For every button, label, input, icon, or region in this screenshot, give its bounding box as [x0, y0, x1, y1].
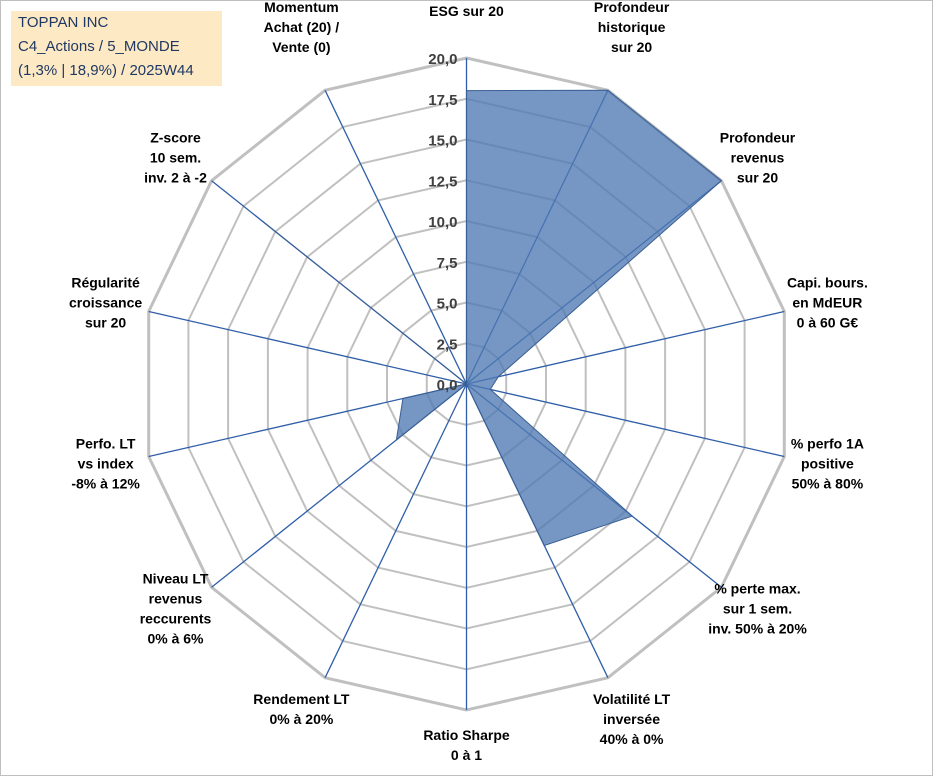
- category-label-line: sur 20: [737, 169, 778, 185]
- category-label-line: inv. 50% à 20%: [708, 621, 807, 637]
- category-label-line: 0 à 1: [451, 747, 482, 763]
- tick-label: 0,0: [437, 377, 458, 394]
- info-box-category: C4_Actions / 5_MONDE: [18, 38, 180, 55]
- category-label: NoteESG sur 20: [429, 0, 504, 19]
- series-area: [262, 89, 723, 547]
- category-label-line: 0 à 60 G€: [797, 314, 859, 330]
- info-box-period: (1,3% | 18,9%) / 2025W44: [18, 62, 194, 79]
- category-label-line: inv. 2 à -2: [144, 169, 207, 185]
- radar-series: [262, 89, 723, 547]
- category-label-line: revenus: [731, 149, 785, 165]
- category-label-line: ESG sur 20: [429, 3, 504, 19]
- category-label-line: 50% à 80%: [792, 476, 864, 492]
- category-label-line: Ratio Sharpe: [423, 727, 510, 743]
- category-label-line: Régularité: [71, 274, 140, 290]
- category-label-line: sur 20: [611, 39, 652, 55]
- category-label-line: positive: [801, 456, 854, 472]
- category-label: Ratio Sharpe 0 à 1: [423, 727, 510, 763]
- category-label-line: inversée: [603, 711, 660, 727]
- axis-spoke: [466, 383, 785, 458]
- category-label-line: Rendement LT: [253, 691, 350, 707]
- category-label: Profondeur revenus sur 20: [720, 129, 796, 185]
- category-label-line: Momentum: [264, 0, 339, 15]
- category-label-line: Vente (0): [272, 39, 330, 55]
- category-label-line: 0% à 20%: [269, 711, 333, 727]
- category-label-line: Achat (20) /: [264, 19, 340, 35]
- category-label-line: Capi. bours.: [787, 274, 868, 290]
- category-label: Profondeur historique sur 20: [594, 0, 670, 55]
- tick-label: 2,5: [437, 336, 458, 353]
- axis-spoke: [466, 310, 785, 385]
- axis-spoke: [324, 383, 468, 678]
- category-label-line: Volatilité LT: [593, 691, 671, 707]
- category-label: Capi. bours. en MdEUR 0 à 60 G€: [787, 274, 868, 330]
- category-label-line: Niveau LT: [143, 571, 209, 587]
- category-label: Régularité croissance sur 20: [69, 274, 142, 330]
- info-box: TOPPAN INC C4_Actions / 5_MONDE (1,3% | …: [11, 11, 222, 86]
- category-label-line: revenus: [149, 591, 203, 607]
- category-label-line: reccurents: [140, 611, 212, 627]
- category-label-line: % perfo 1A: [791, 436, 864, 452]
- radar-tick-labels: 0,0 2,5 5,0 7,5 10,0 12,5 15,0 17,5 20,0: [428, 51, 457, 394]
- category-label: % perfo 1A positive 50% à 80%: [791, 436, 864, 492]
- category-label: Z-score 10 sem. inv. 2 à -2: [144, 129, 207, 185]
- category-label-line: 40% à 0%: [600, 731, 664, 747]
- category-label-line: Profondeur: [720, 129, 796, 145]
- category-label-line: vs index: [78, 456, 134, 472]
- tick-label: 5,0: [437, 296, 458, 313]
- tick-label: 20,0: [428, 51, 457, 68]
- tick-label: 7,5: [437, 255, 458, 272]
- category-label-line: en MdEUR: [792, 294, 862, 310]
- category-label-line: Profondeur: [594, 0, 670, 15]
- category-label-line: historique: [598, 19, 666, 35]
- category-label-line: sur 20: [85, 314, 126, 330]
- category-label-line: sur 1 sem.: [723, 601, 792, 617]
- radar-category-labels: NoteESG sur 20 Profondeur historique sur 20…: [69, 0, 868, 763]
- category-label: Volatilité LT inversée 40% à 0%: [593, 691, 671, 747]
- category-label-line: 10 sem.: [150, 149, 201, 165]
- category-label-line: 0% à 6%: [147, 631, 204, 647]
- category-label: Perfo. LT vs index -8% à 12%: [71, 436, 140, 492]
- category-label: Momentum Achat (20) / Vente (0): [264, 0, 340, 55]
- tick-label: 10,0: [428, 214, 457, 231]
- category-label: % perte max. sur 1 sem. inv. 50% à 20%: [708, 581, 807, 637]
- category-label-line: % perte max.: [714, 581, 800, 597]
- category-label-line: -8% à 12%: [71, 476, 140, 492]
- tick-label: 15,0: [428, 133, 457, 150]
- category-label-line: Z-score: [150, 129, 201, 145]
- tick-label: 17,5: [428, 92, 457, 109]
- category-label-line: croissance: [69, 294, 142, 310]
- tick-label: 12,5: [428, 173, 457, 190]
- category-label: Niveau LT revenus reccurents 0% à 6%: [140, 571, 212, 647]
- category-label: Rendement LT 0% à 20%: [253, 691, 350, 727]
- info-box-company: TOPPAN INC: [18, 14, 109, 31]
- axis-spoke: [324, 90, 468, 385]
- axis-spoke: [148, 310, 467, 385]
- category-label-line: Perfo. LT: [76, 436, 136, 452]
